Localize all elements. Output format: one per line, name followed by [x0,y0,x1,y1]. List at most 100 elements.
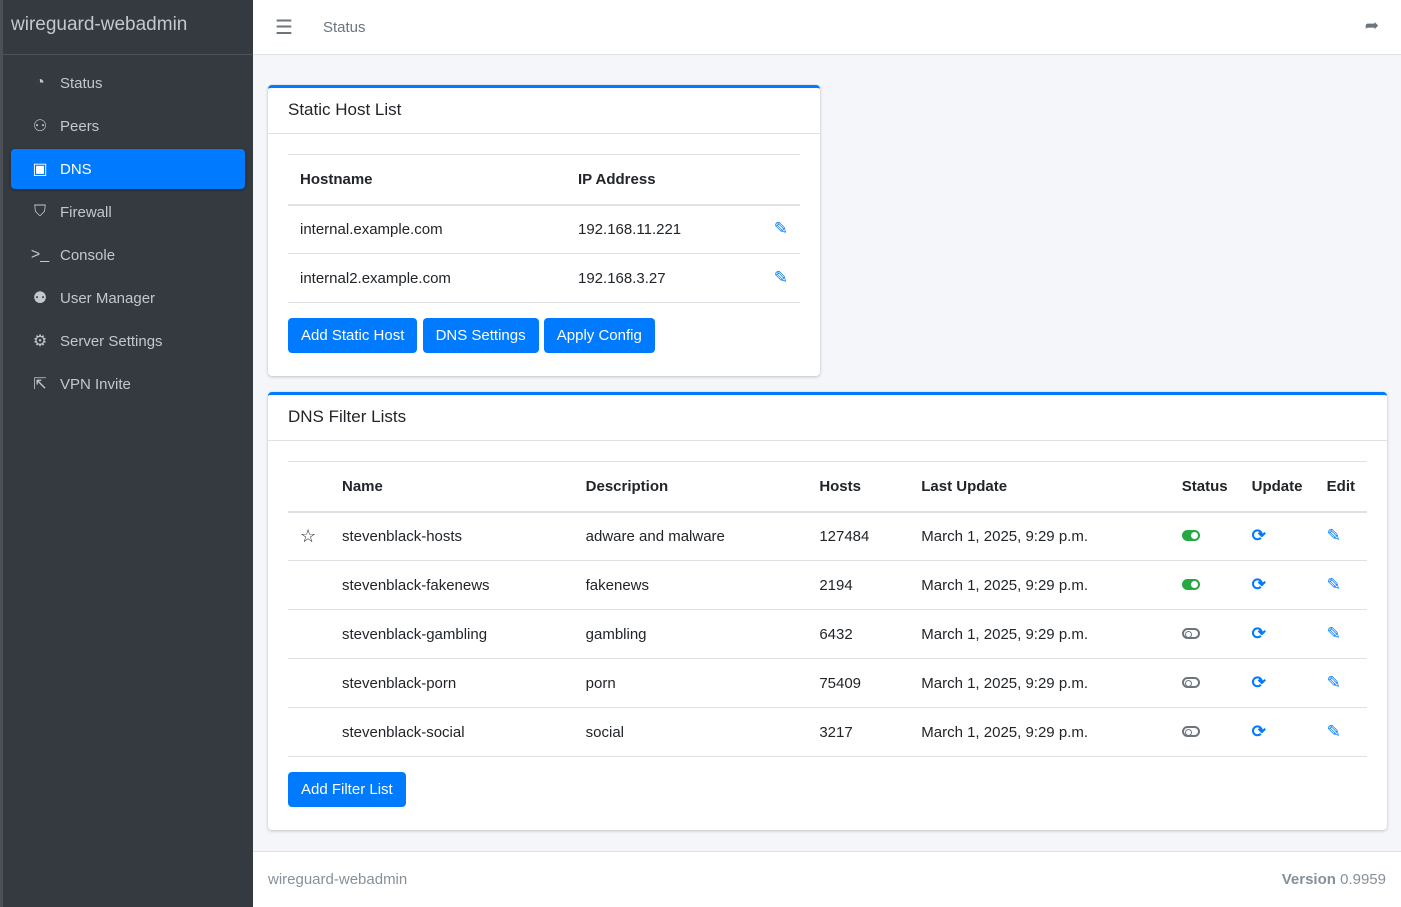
column-header: Edit [1314,461,1367,513]
name-cell: stevenblack-porn [329,658,574,708]
refresh-icon[interactable]: ⟳ [1251,526,1266,546]
column-header [288,461,330,513]
users-icon: ⚉ [32,290,48,307]
last-update-cell: March 1, 2025, 9:29 p.m. [909,707,1170,757]
footer: wireguard-webadmin Version 0.9959 [253,851,1401,907]
column-header: Status [1169,461,1240,513]
table-row: stevenblack-porn porn 75409 March 1, 2025, … [288,658,1367,708]
sidebar-item-server-settings[interactable]: ⚙ Server Settings [11,321,245,361]
column-header: Hosts [807,461,910,513]
hostname-cell: internal.example.com [288,204,566,254]
edit-icon[interactable]: ✎ [1326,526,1341,546]
refresh-icon[interactable]: ⟳ [1251,624,1266,643]
edit-icon[interactable]: ✎ [1326,575,1341,594]
card-title: Static Host List [268,88,820,134]
description-cell: porn [573,658,808,708]
description-cell: gambling [573,609,808,659]
name-cell: stevenblack-hosts [329,511,574,561]
add-static-host-button[interactable]: Add Static Host [288,318,418,353]
refresh-icon[interactable]: ⟳ [1251,673,1266,692]
sidebar-item-firewall[interactable]: ⛉ Firewall [11,192,245,232]
refresh-icon[interactable]: ⟳ [1251,722,1266,741]
column-header: Last Update [909,461,1170,513]
hostname-cell: internal2.example.com [288,253,566,303]
ip-cell: 192.168.3.27 [566,253,740,303]
users-cog-icon: ⚇ [32,118,48,135]
table-row: stevenblack-gambling gambling 6432 March 1,… [288,609,1367,659]
add-filter-list-button[interactable]: Add Filter List [288,772,406,807]
sidebar-item-console[interactable]: >_ Console [11,235,245,275]
refresh-icon[interactable]: ⟳ [1251,575,1266,594]
column-header: Name [329,461,574,513]
sidebar-item-label: Peers [60,117,100,135]
column-header: Description [573,461,808,513]
last-update-cell: March 1, 2025, 9:29 p.m. [909,560,1170,610]
terminal-icon: >_ [30,246,50,263]
edit-icon[interactable]: ✎ [1326,673,1341,692]
toggle-off-icon[interactable] [1181,676,1200,688]
table-row: stevenblack-social social 3217 March 1, 202… [288,707,1367,757]
sidebar-item-dns[interactable]: ▣ DNS [11,149,245,189]
dns-filter-card: DNS Filter Lists Name Description Hosts Las… [268,392,1387,830]
card-title: DNS Filter Lists [268,395,1387,441]
sidebar-item-status[interactable]: ◔ Status [11,63,245,103]
hosts-cell: 6432 [807,609,910,659]
edit-icon[interactable]: ✎ [1326,722,1341,741]
menu-toggle-icon[interactable]: ☰ [275,16,293,39]
brand-link[interactable]: wireguard-webadmin [3,0,253,55]
sidebar-item-vpn-invite[interactable]: ⇱ VPN Invite [11,364,245,404]
header-title[interactable]: Status [322,18,366,36]
table-row: internal2.example.com 192.168.3.27 ✎ [288,253,800,303]
hosts-cell: 2194 [807,560,910,610]
hosts-cell: 3217 [807,707,910,757]
name-cell: stevenblack-social [329,707,574,757]
sidebar-item-peers[interactable]: ⚇ Peers [11,106,245,146]
footer-brand: wireguard-webadmin [268,871,408,888]
gauge-icon: ◔ [35,74,45,91]
sidebar: wireguard-webadmin ◔ Status ⚇ Peers ▣ DNS ⛉ Fir… [0,0,253,907]
table-row: ☆ stevenblack-hosts adware and malware 1274… [288,511,1367,561]
edit-icon[interactable]: ✎ [773,268,788,287]
last-update-cell: March 1, 2025, 9:29 p.m. [909,511,1170,561]
sidebar-item-label: Server Settings [60,332,163,350]
hosts-cell: 127484 [807,511,910,561]
name-cell: stevenblack-gambling [329,609,574,659]
address-book-icon: ▣ [32,161,48,178]
static-host-card: Static Host List Hostname IP Address int… [268,85,820,376]
toggle-off-icon[interactable] [1181,627,1200,639]
sidebar-nav: ◔ Status ⚇ Peers ▣ DNS ⛉ Firewall >_ Console ⚉ User… [3,55,253,415]
logout-icon[interactable]: ➦ [1364,16,1379,35]
toggle-on-icon[interactable] [1181,529,1200,541]
edit-icon[interactable]: ✎ [773,219,788,239]
share-square-icon: ⇱ [33,376,47,393]
shield-icon: ⛉ [33,203,46,220]
sidebar-item-label: User Manager [60,289,156,307]
version-label: Version [1281,871,1336,888]
column-header: Hostname [288,154,566,206]
table-row: stevenblack-fakenews fakenews 2194 March 1,… [288,560,1367,610]
dns-settings-button[interactable]: DNS Settings [422,318,539,353]
toggle-off-icon[interactable] [1181,725,1200,737]
apply-config-button[interactable]: Apply Config [543,318,655,353]
sidebar-item-user-manager[interactable]: ⚉ User Manager [11,278,245,318]
version-info: Version 0.9959 [1282,871,1386,888]
toggle-on-icon[interactable] [1181,578,1200,590]
name-cell: stevenblack-fakenews [329,560,574,610]
sidebar-item-label: VPN Invite [60,375,131,393]
top-navbar: ☰ Status ➦ [253,0,1401,55]
description-cell: fakenews [573,560,808,610]
hosts-cell: 75409 [807,658,910,708]
sidebar-item-label: Firewall [60,203,112,221]
last-update-cell: March 1, 2025, 9:29 p.m. [909,658,1170,708]
column-header: Update [1239,461,1315,513]
description-cell: social [573,707,808,757]
edit-icon[interactable]: ✎ [1326,624,1341,643]
last-update-cell: March 1, 2025, 9:29 p.m. [909,609,1170,659]
column-header: IP Address [566,154,740,206]
ip-cell: 192.168.11.221 [566,204,740,254]
version-number: 0.9959 [1340,871,1386,888]
description-cell: adware and malware [573,511,808,561]
cogs-icon: ⚙ [32,333,48,350]
star-icon[interactable]: ☆ [300,525,317,546]
table-row: internal.example.com 192.168.11.221 ✎ [288,204,800,254]
